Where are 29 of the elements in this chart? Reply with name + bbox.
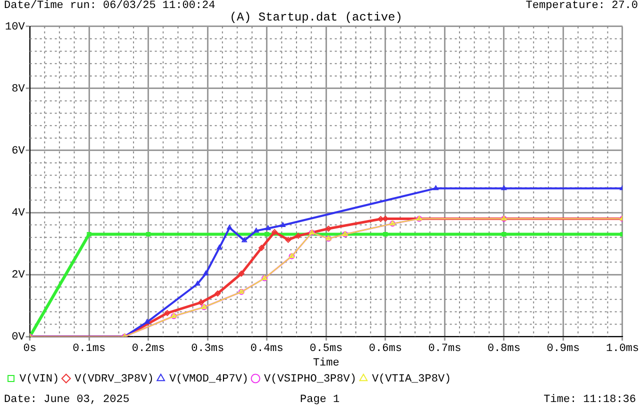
y-tick-label: 4V (12, 207, 26, 220)
x-tick-label: 0.9ms (546, 343, 580, 356)
x-tick-label: 0.6ms (368, 343, 402, 356)
legend-label: V(VMOD_4P7V) (169, 373, 249, 386)
x-tick-label: 0.7ms (428, 343, 462, 356)
x-tick-label: 0.5ms (310, 343, 343, 356)
x-tick-label: 0.1ms (72, 343, 106, 356)
legend-label: V(VTIA_3P8V) (372, 373, 452, 386)
x-tick-label: 0.2ms (132, 343, 165, 356)
y-tick-label: 6V (12, 145, 26, 158)
text: Date/Time run: 06/03/25 11:00:24 (4, 0, 216, 12)
legend-label: V(VDRV_3P8V) (74, 373, 154, 386)
text: Time: 11:18:36 (544, 394, 636, 406)
x-tick-label: 1.0ms (606, 343, 640, 356)
text: Page 1 (300, 394, 340, 406)
x-tick-label: 0.4ms (250, 343, 284, 356)
y-tick-label: 2V (12, 269, 26, 282)
y-tick-label: 8V (12, 83, 26, 96)
x-tick-label: 0.3ms (191, 343, 224, 356)
x-tick-label: 0.8ms (487, 343, 520, 356)
y-tick-label: 0V (12, 332, 26, 344)
legend-label: V(VIN) (20, 373, 60, 386)
y-tick-label: 10V (4, 21, 26, 34)
x-tick-label: 0s (23, 343, 36, 356)
legend-label: V(VSIPHO_3P8V) (264, 373, 356, 386)
x-axis-title: Time (312, 357, 340, 370)
text: Date: June 03, 2025 (4, 394, 130, 406)
text: Temperature: 27.0 (526, 0, 638, 12)
chart-title: (A) Startup.dat (active) (230, 10, 402, 24)
